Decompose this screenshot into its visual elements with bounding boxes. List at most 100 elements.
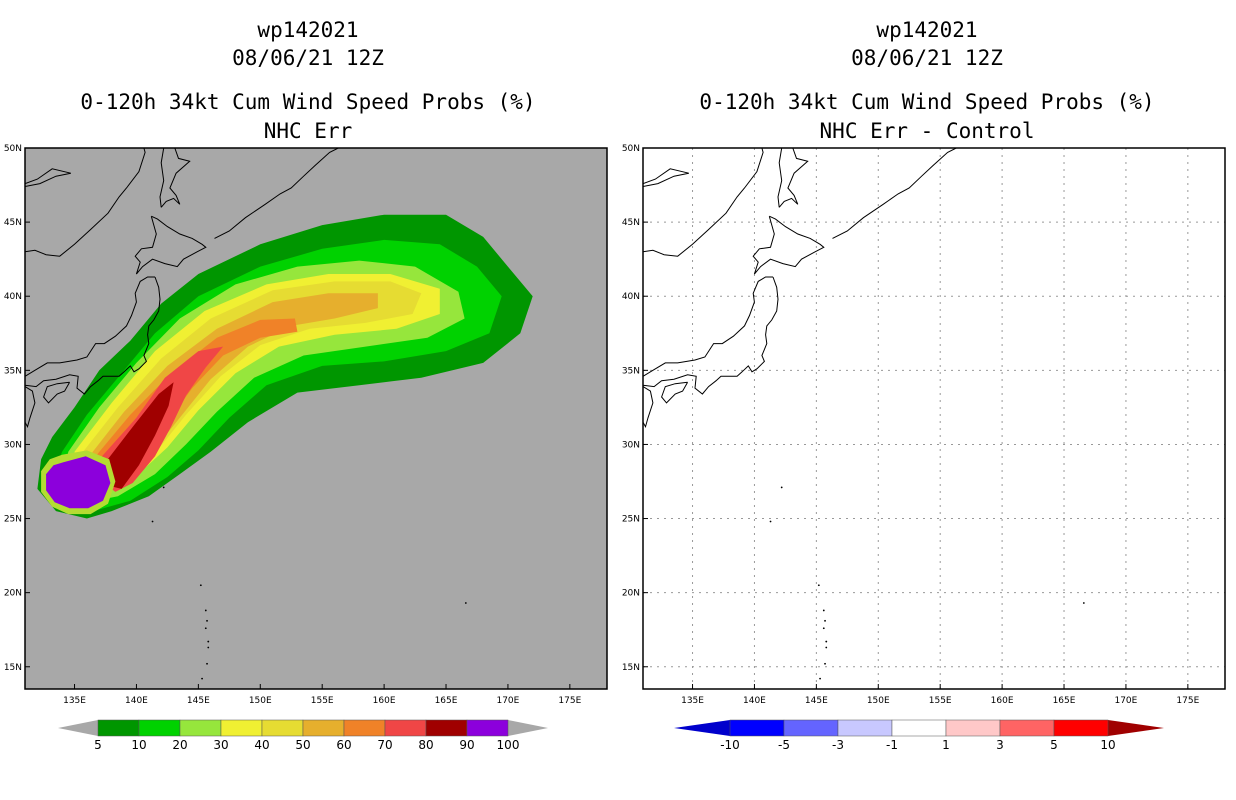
left-colorbar-swatch: [220, 719, 263, 737]
left-y-tick-label: 25N: [4, 515, 22, 525]
left-y-tick-label: 40N: [4, 292, 22, 302]
left-colorbar-label: 100: [497, 738, 520, 752]
right-x-tick-label: 175E: [1176, 696, 1199, 706]
right-y-tick-label: 50N: [622, 144, 640, 154]
left-y-tick-label: 15N: [4, 663, 22, 673]
left-island: [464, 602, 467, 604]
left-x-tick-label: 165E: [435, 696, 458, 706]
left-colorbar-swatch: [302, 719, 345, 737]
right-colorbar-label: -3: [832, 738, 844, 752]
right-colorbar-swatch: [729, 719, 785, 737]
right-colorbar-swatch: [783, 719, 839, 737]
left-island: [151, 520, 154, 523]
left-island: [206, 662, 208, 665]
left-y-tick-label: 35N: [4, 366, 22, 376]
left-colorbar-swatch: [179, 719, 222, 737]
right-coastline: [643, 276, 779, 395]
right-y-tick-label: 45N: [622, 218, 640, 228]
left-island: [204, 609, 207, 612]
left-colorbar-label: 10: [131, 738, 146, 752]
right-colorbar-low-arrow: [674, 720, 730, 736]
left-coastline: [25, 386, 36, 429]
right-island: [817, 584, 820, 587]
right-difference-map: 135E 140E 145E 150E 155E 160E 165E 170E 175E 15N 2…: [622, 144, 1226, 706]
left-coastline: [43, 381, 71, 404]
right-colorbar-label: 10: [1100, 738, 1115, 752]
right-colorbar-high-arrow: [1108, 720, 1164, 736]
left-x-tick-label: 160E: [373, 696, 396, 706]
right-colorbar-label: 1: [942, 738, 950, 752]
left-colorbar-high-arrow: [508, 720, 548, 736]
right-island: [822, 609, 825, 612]
right-x-tick-label: 145E: [805, 696, 828, 706]
right-island: [825, 646, 828, 649]
left-probability-map: 135E 140E 145E 150E 155E 160E 165E 170E 175E 15N 2…: [4, 144, 608, 706]
right-y-tick-label: 20N: [622, 589, 640, 599]
right-plot-frame: [642, 147, 1226, 690]
left-island: [201, 677, 203, 680]
left-colorbar-label: 40: [254, 738, 269, 752]
left-title-storm-id: wp142021: [257, 18, 359, 42]
left-title-datetime: 08/06/21 12Z: [232, 46, 384, 70]
right-island: [769, 520, 772, 523]
left-contour-40: [80, 281, 422, 489]
left-colorbar-swatch: [138, 719, 181, 737]
left-x-tick-label: 145E: [187, 696, 210, 706]
left-coastline: [134, 215, 207, 275]
right-colorbar-swatch: [1053, 719, 1109, 737]
left-coastline: [214, 148, 339, 239]
right-y-tick-label: 30N: [622, 440, 640, 450]
right-coastline: [752, 215, 825, 275]
right-coastline: [643, 148, 764, 257]
left-plot-frame: [24, 147, 608, 690]
left-colorbar-label: 30: [213, 738, 228, 752]
right-colorbar-swatch: [837, 719, 893, 737]
left-colorbar-swatch: [261, 719, 304, 737]
left-colorbar-label: 60: [336, 738, 351, 752]
left-contour-80: [105, 382, 174, 489]
left-colorbar-low-arrow: [58, 720, 98, 736]
left-colorbar-label: 50: [295, 738, 310, 752]
right-x-tick-label: 165E: [1053, 696, 1076, 706]
left-island: [206, 619, 208, 622]
left-colorbar-swatch: [384, 719, 427, 737]
left-coastline: [25, 168, 71, 187]
right-x-tick-label: 140E: [743, 696, 766, 706]
left-coastline: [160, 148, 191, 208]
right-y-tick-label: 25N: [622, 515, 640, 525]
right-colorbar-label: 5: [1050, 738, 1058, 752]
left-colorbar-label: 70: [377, 738, 392, 752]
right-colorbar-swatch: [891, 719, 947, 737]
right-colorbar-label: -1: [886, 738, 898, 752]
left-colorbar-swatch: [97, 719, 140, 737]
left-x-tick-label: 175E: [558, 696, 581, 706]
right-title-subtitle: NHC Err - Control: [819, 119, 1035, 143]
left-y-tick-label: 45N: [4, 218, 22, 228]
right-colorbar: -10 -5 -3 -1 1 3 5 10: [674, 719, 1164, 752]
left-island: [199, 584, 202, 587]
right-x-tick-label: 135E: [681, 696, 704, 706]
left-island: [207, 640, 210, 643]
left-title-product: 0-120h 34kt Cum Wind Speed Probs (%): [80, 90, 536, 114]
left-coastline: [25, 148, 146, 257]
left-x-tick-label: 140E: [125, 696, 148, 706]
left-colorbar-label: 90: [459, 738, 474, 752]
left-coastline: [25, 276, 161, 395]
left-y-tick-label: 30N: [4, 440, 22, 450]
right-coastline: [661, 381, 689, 404]
right-coastline: [643, 168, 689, 187]
right-colorbar-label: -5: [778, 738, 790, 752]
right-colorbar-swatch: [945, 719, 1001, 737]
right-x-tick-label: 150E: [867, 696, 890, 706]
left-contour-30: [74, 274, 440, 497]
left-island: [162, 486, 165, 489]
right-title-product: 0-120h 34kt Cum Wind Speed Probs (%): [699, 90, 1155, 114]
left-y-tick-label: 20N: [4, 589, 22, 599]
right-island: [819, 677, 821, 680]
left-contour-100: [46, 456, 111, 509]
right-coastline: [832, 148, 957, 239]
left-colorbar-swatch: [466, 719, 509, 737]
right-x-tick-label: 160E: [991, 696, 1014, 706]
right-colorbar-swatch: [999, 719, 1055, 737]
right-y-tick-label: 40N: [622, 292, 640, 302]
